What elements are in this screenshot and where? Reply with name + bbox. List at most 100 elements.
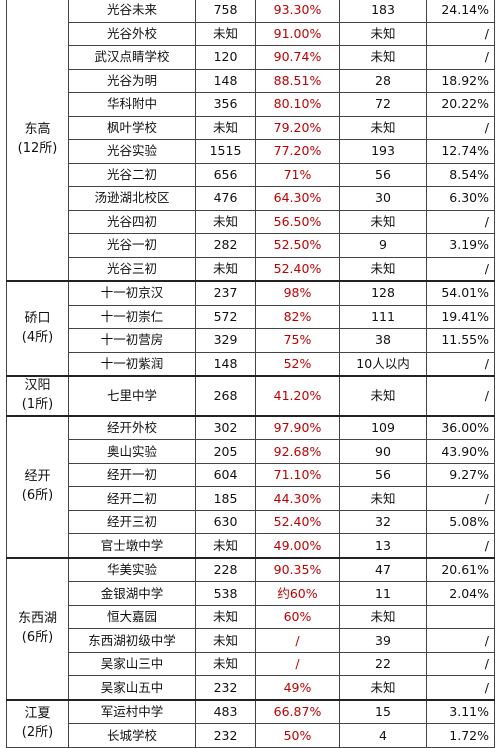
top-rate-cell: 5.08% bbox=[426, 509, 495, 535]
top-count-cell: 未知 bbox=[339, 675, 427, 701]
table-row: 汉阳 (1所) 七里中学 268 41.20% 未知 / bbox=[6, 375, 495, 417]
region-cell: 东西湖 (6所) bbox=[6, 556, 69, 701]
top-rate-cell: / bbox=[426, 628, 495, 653]
rate-cell: 90.35% bbox=[255, 556, 340, 583]
top-rate-cell: 6.30% bbox=[426, 186, 495, 211]
region-cell: 硚口 (4所) bbox=[6, 280, 69, 377]
top-rate-cell: 3.11% bbox=[426, 698, 495, 725]
rate-cell: 98% bbox=[255, 280, 340, 306]
top-rate-cell: 54.01% bbox=[426, 280, 495, 306]
table-body: 东高 (12所) 光谷未来 758 93.30% 183 24.14% 光谷外校 未知 91.00… bbox=[6, 0, 495, 748]
rate-cell: 49% bbox=[255, 675, 340, 701]
school-name-cell: 吴家山三中 bbox=[68, 651, 196, 677]
top-count-cell: 56 bbox=[339, 162, 427, 187]
top-count-cell: 未知 bbox=[339, 256, 427, 282]
region-name: 东高 bbox=[24, 121, 51, 137]
table-row: 江夏 (2所) 军运村中学 483 66.87% 15 3.11% bbox=[6, 698, 495, 748]
top-count-cell: 128 bbox=[339, 280, 427, 306]
table-row: 东西湖初级中学 未知/39/ bbox=[7, 628, 495, 653]
top-rate-cell: / bbox=[426, 375, 495, 417]
table-row: 枫叶学校 未知 79.20% 未知 / bbox=[7, 115, 495, 140]
top-count-cell: 111 bbox=[339, 304, 427, 329]
top-rate-cell: 8.54% bbox=[426, 162, 495, 187]
table-row: 官士墩中学 未知 49.00% 13/ bbox=[7, 533, 495, 559]
top-rate-cell: 20.22% bbox=[426, 92, 495, 117]
enrollment-cell: 205 bbox=[195, 439, 256, 464]
enrollment-cell: 232 bbox=[195, 723, 256, 748]
top-rate-cell: 24.14% bbox=[426, 0, 495, 23]
table-row: 光谷实验 1515 77.20% 193 12.74% bbox=[7, 139, 495, 164]
top-rate-cell: 20.61% bbox=[426, 556, 495, 583]
region-name: 汉阳 bbox=[24, 378, 51, 393]
region-cell: 汉阳 (1所) bbox=[6, 375, 69, 417]
top-count-cell: 183 bbox=[339, 0, 427, 23]
rate-cell: 52% bbox=[255, 351, 340, 377]
school-stats-table: 东高 (12所) 光谷未来 758 93.30% 183 24.14% 光谷外校 未知 91.00… bbox=[6, 0, 495, 748]
rate-cell: 41.20% bbox=[255, 375, 340, 417]
school-name-cell: 军运村中学 bbox=[68, 698, 196, 725]
school-name-cell: 十一初营房 bbox=[68, 328, 196, 353]
table-row: 长城学校 232 50% 4 1.72% bbox=[7, 723, 495, 748]
enrollment-cell: 未知 bbox=[195, 21, 256, 46]
top-count-cell: 39 bbox=[339, 628, 427, 653]
top-count-cell: 未知 bbox=[339, 209, 427, 234]
rate-cell: / bbox=[255, 628, 340, 653]
table-row: 金银湖中学 538 约60% 11 2.04% bbox=[7, 581, 495, 606]
top-rate-cell: / bbox=[426, 256, 495, 282]
top-rate-cell: 1.72% bbox=[426, 723, 495, 748]
school-name-cell: 光谷外校 bbox=[68, 21, 196, 46]
top-count-cell: 未知 bbox=[339, 486, 427, 511]
enrollment-cell: 未知 bbox=[195, 604, 256, 630]
table-row: 硚口 (4所) 十一初京汉 237 98% 128 54.01% bbox=[6, 280, 495, 377]
school-name-cell: 经开三初 bbox=[68, 509, 196, 535]
top-rate-cell: 43.90% bbox=[426, 439, 495, 464]
enrollment-cell: 未知 bbox=[195, 628, 256, 653]
rate-cell: 82% bbox=[255, 304, 340, 329]
school-name-cell: 光谷四初 bbox=[68, 209, 196, 234]
rate-cell: 60% bbox=[255, 604, 340, 630]
top-rate-cell: / bbox=[426, 209, 495, 234]
enrollment-cell: 120 bbox=[195, 45, 256, 70]
table-row: 吴家山五中 232 49% 未知 / bbox=[7, 675, 495, 701]
region-count: (4所) bbox=[21, 329, 54, 345]
table-row: 东西湖 (6所) 华美实验 228 90.35% 47 20.61% bbox=[6, 556, 495, 701]
rate-cell: 90.74% bbox=[255, 45, 340, 70]
rate-cell: 75% bbox=[255, 328, 340, 353]
rate-cell: 约60% bbox=[255, 581, 340, 606]
school-name-cell: 官士墩中学 bbox=[68, 533, 196, 559]
school-name-cell: 长城学校 bbox=[68, 723, 196, 748]
top-count-cell: 28 bbox=[339, 68, 427, 93]
top-count-cell: 11 bbox=[339, 581, 427, 606]
school-name-cell: 十一初京汉 bbox=[68, 280, 196, 306]
top-count-cell: 未知 bbox=[339, 45, 427, 70]
top-rate-cell: 9.27% bbox=[426, 462, 495, 488]
school-name-cell: 光谷一初 bbox=[68, 233, 196, 258]
school-name-cell: 华科附中 bbox=[68, 92, 196, 117]
school-name-cell: 东西湖初级中学 bbox=[68, 628, 196, 653]
enrollment-cell: 356 bbox=[195, 92, 256, 117]
school-name-cell: 光谷为明 bbox=[68, 68, 196, 93]
top-count-cell: 72 bbox=[339, 92, 427, 117]
school-name-cell: 光谷三初 bbox=[68, 256, 196, 282]
table-row: 奥山实验 205 92.68% 90 43.90% bbox=[7, 439, 495, 464]
region-name: 硚口 bbox=[24, 310, 51, 326]
top-count-cell: 38 bbox=[339, 328, 427, 353]
top-count-cell: 4 bbox=[339, 723, 427, 748]
rate-cell: 50% bbox=[255, 723, 340, 748]
top-count-cell: 13 bbox=[339, 533, 427, 559]
table-row: 光谷为明 148 88.51% 28 18.92% bbox=[7, 68, 495, 93]
rate-cell: 52.40% bbox=[255, 256, 340, 282]
rate-cell: 71% bbox=[255, 162, 340, 187]
top-count-cell: 未知 bbox=[339, 115, 427, 140]
top-count-cell: 32 bbox=[339, 509, 427, 535]
top-count-cell: 22 bbox=[339, 651, 427, 677]
enrollment-cell: 572 bbox=[195, 304, 256, 329]
top-count-cell: 9 bbox=[339, 233, 427, 258]
table-row: 东高 (12所) 光谷未来 758 93.30% 183 24.14% bbox=[6, 0, 495, 282]
enrollment-cell: 未知 bbox=[195, 115, 256, 140]
top-rate-cell bbox=[426, 604, 495, 630]
table-row: 光谷外校 未知 91.00% 未知 / bbox=[7, 21, 495, 46]
table-row: 吴家山三中 未知/22/ bbox=[7, 651, 495, 677]
region-count: (6所) bbox=[21, 487, 54, 503]
enrollment-cell: 329 bbox=[195, 328, 256, 353]
